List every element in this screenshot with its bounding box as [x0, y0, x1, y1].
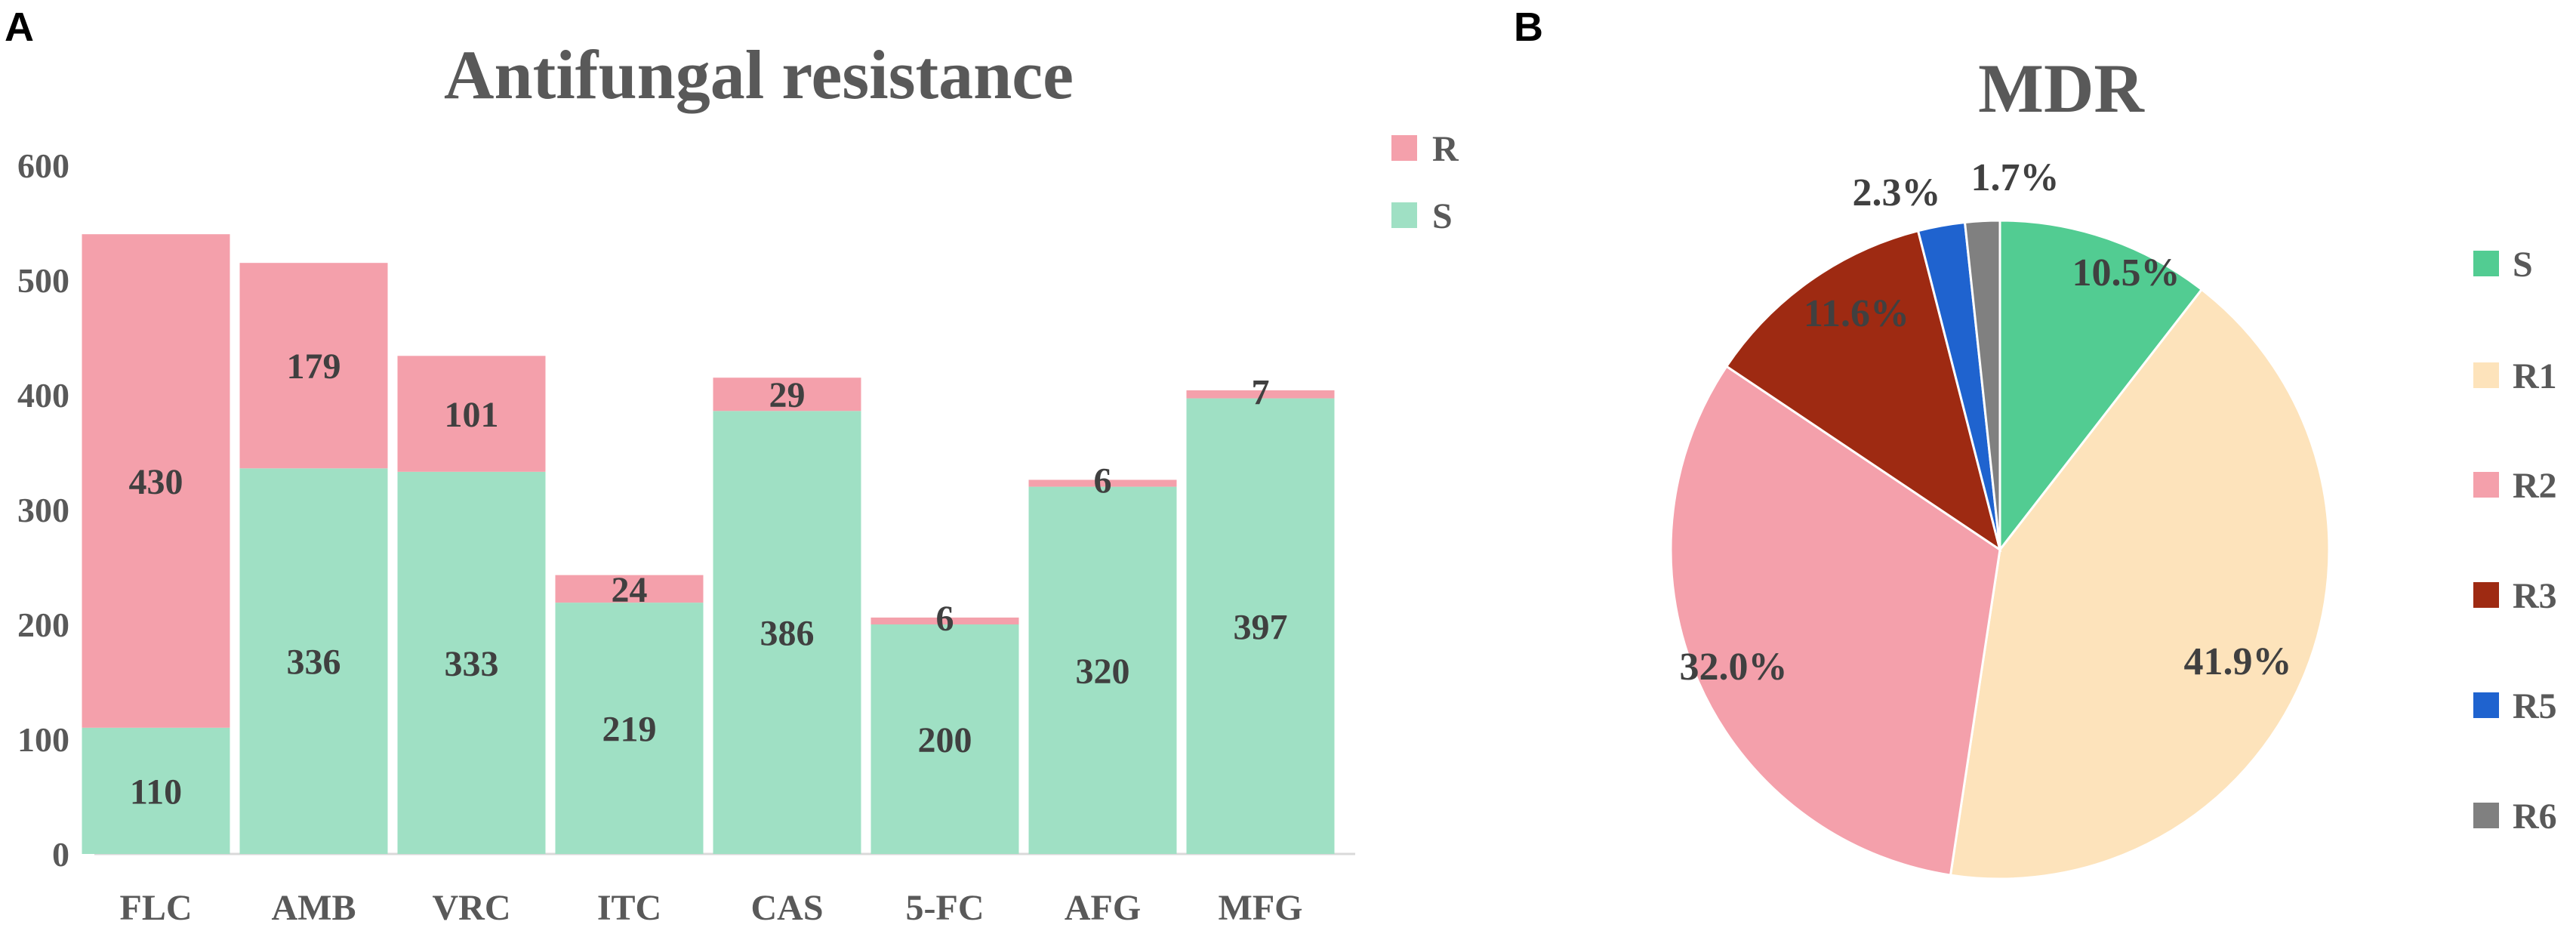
pie-legend-label-R2: R2 [2513, 466, 2557, 506]
pie-slice-R1 [1949, 288, 2331, 880]
data-label-s: 397 [1234, 607, 1288, 647]
pie-label-R2: 32.0% [1680, 646, 1788, 689]
pie-slice-R6 [1963, 219, 2001, 550]
pie-slice-S [1998, 219, 2204, 553]
bar-s-ITC [555, 603, 704, 854]
x-tick-label: FLC [120, 888, 193, 928]
bar-r-VRC [397, 356, 546, 472]
data-label-r: 179 [287, 347, 341, 387]
bar-r-CAS [713, 378, 861, 412]
x-tick-label: ITC [597, 888, 661, 928]
pie-label-R1: 41.9% [2184, 640, 2292, 683]
legend-label-S: S [1432, 196, 1453, 236]
y-tick-label: 400 [17, 376, 69, 415]
legend-swatch-S [1391, 202, 1417, 228]
x-tick-label: AMB [272, 888, 356, 928]
data-label-s: 333 [445, 644, 499, 684]
x-tick-label: 5-FC [906, 888, 984, 928]
bar-legend: RS [1391, 129, 1459, 236]
pie-label-R3: 11.6% [1804, 292, 1909, 335]
y-tick-label: 200 [17, 606, 69, 644]
pie-label-S: 10.5% [2072, 251, 2180, 294]
bar-s-AFG [1028, 486, 1177, 854]
data-label-r: 430 [129, 462, 183, 502]
legend-swatch-R [1391, 135, 1417, 161]
y-tick-label: 0 [52, 835, 69, 874]
pie-legend-label-R6: R6 [2513, 797, 2557, 837]
pie-slice-R2 [1669, 365, 2001, 877]
pie-chart-title: MDR [1978, 50, 2145, 127]
bar-r-AMB [239, 263, 388, 469]
panel-label-b: B [1514, 5, 1543, 50]
data-label-r: 101 [445, 395, 499, 435]
bar-r-5-FC [870, 617, 1019, 624]
bar-chart-title: Antifungal resistance [444, 36, 1074, 113]
pie-legend-label-R5: R5 [2513, 686, 2557, 726]
pie-legend-swatch-S [2473, 251, 2499, 276]
data-label-r: 24 [612, 570, 648, 610]
data-label-r: 29 [769, 375, 806, 415]
bar-r-ITC [555, 575, 704, 603]
data-label-r: 7 [1252, 373, 1270, 413]
pie-slice-R3 [1724, 229, 2002, 553]
pie-legend-label-S: S [2513, 245, 2533, 285]
pie-label-R6: 1.7% [1971, 156, 2060, 199]
pie-legend-label-R3: R3 [2513, 576, 2557, 616]
pie-legend-swatch-R1 [2473, 362, 2499, 388]
data-label-s: 219 [602, 710, 657, 750]
bar-y-axis: 0 100 200 300 400 500 600 [17, 146, 69, 874]
legend-label-R: R [1432, 129, 1459, 169]
data-label-s: 320 [1076, 652, 1130, 692]
pie-labels: 10.5% 41.9% 32.0% 11.6% 2.3% 1.7% [1680, 156, 2292, 689]
bar-s-MFG [1186, 398, 1335, 854]
pie-legend-swatch-R2 [2473, 472, 2499, 498]
pie-legend: S R1 R2 R3 R5 R6 [2473, 245, 2557, 837]
bar-r-MFG [1186, 390, 1335, 399]
bar-s-CAS [713, 411, 861, 854]
data-label-s: 110 [130, 772, 182, 812]
data-label-s: 200 [918, 720, 972, 760]
bar-s-AMB [239, 468, 388, 854]
pie-marks [1669, 219, 2331, 880]
data-label-s: 386 [760, 614, 815, 654]
pie-label-R5: 2.3% [1853, 171, 1941, 214]
bar-r-FLC [82, 234, 230, 728]
x-tick-label: AFG [1065, 888, 1141, 928]
y-tick-label: 600 [17, 146, 69, 185]
x-tick-label: VRC [433, 888, 511, 928]
pie-legend-swatch-R3 [2473, 582, 2499, 608]
y-tick-label: 300 [17, 491, 69, 529]
pie-legend-swatch-R6 [2473, 803, 2499, 828]
data-label-r: 6 [936, 599, 954, 639]
x-tick-label: CAS [750, 888, 823, 928]
bar-r-AFG [1028, 479, 1177, 487]
x-tick-label: MFG [1219, 888, 1303, 928]
pie-legend-swatch-R5 [2473, 692, 2499, 718]
pie-legend-label-R1: R1 [2513, 356, 2557, 396]
y-tick-label: 100 [17, 720, 69, 759]
data-label-s: 336 [287, 643, 341, 683]
bar-s-VRC [397, 471, 546, 854]
panel-label-a: A [5, 5, 34, 50]
bar-s-5-FC [870, 624, 1019, 854]
bar-s-FLC [82, 727, 230, 854]
data-label-r: 6 [1094, 461, 1112, 501]
bar-marks: 110 430 336 179 333 101 219 24 386 29 200 6 320 6 397 7 [82, 234, 1335, 854]
y-tick-label: 500 [17, 261, 69, 300]
bar-x-axis: FLC AMB VRC ITC CAS 5-FC AFG MFG [120, 888, 1303, 928]
